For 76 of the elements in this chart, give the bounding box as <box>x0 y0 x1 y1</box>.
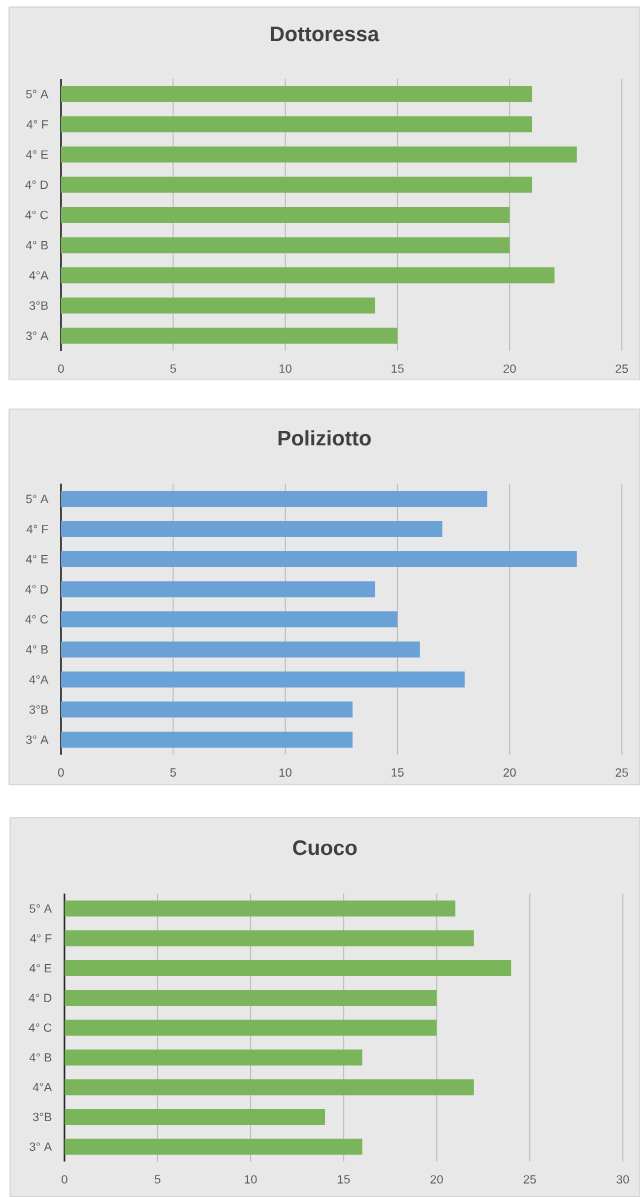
y-tick-label: 5° A <box>29 904 52 913</box>
y-tick-label: 4° C <box>28 1023 52 1032</box>
y-tick-label: 3° A <box>26 331 49 341</box>
bar <box>60 237 510 254</box>
bar <box>60 671 465 688</box>
y-tick-label: 4° B <box>25 645 48 654</box>
x-tick-label: 15 <box>337 1175 350 1184</box>
bar <box>64 1079 474 1096</box>
bar <box>60 611 398 628</box>
x-tick-label: 25 <box>615 364 628 373</box>
y-tick-label: 4°A <box>32 1083 52 1092</box>
bar <box>64 1049 363 1066</box>
x-tick-label: 0 <box>58 364 64 373</box>
y-tick-label: 3° A <box>26 735 49 744</box>
x-tick-label: 15 <box>391 364 404 373</box>
y-tick-label: 4° F <box>26 524 48 534</box>
y-tick-label: 3°B <box>29 705 48 714</box>
y-tick-label: 4° F <box>30 934 52 943</box>
bar <box>60 327 398 344</box>
y-tick-label: 4° D <box>28 993 52 1003</box>
bar <box>60 146 577 163</box>
x-tick-label: 5 <box>170 364 176 373</box>
y-tick-label: 4° B <box>25 240 48 250</box>
x-tick-label: 5 <box>170 768 176 777</box>
bar <box>60 521 443 537</box>
bar <box>64 989 437 1006</box>
bar <box>64 930 474 947</box>
y-tick-label: 4° C <box>25 615 48 624</box>
x-tick-label: 20 <box>430 1175 443 1184</box>
y-tick-label: 4°A <box>29 271 49 280</box>
bar <box>64 1138 363 1155</box>
chart-title: Cuoco <box>293 840 357 856</box>
chart-title: Poliziotto <box>278 430 371 446</box>
x-tick-label: 10 <box>279 364 292 373</box>
y-tick-label: 4° F <box>26 120 48 129</box>
bar <box>60 86 532 103</box>
y-tick-label: 4° D <box>25 585 48 594</box>
bar <box>64 960 512 977</box>
bar <box>64 900 456 917</box>
y-tick-label: 4° E <box>25 150 48 159</box>
x-tick-label: 0 <box>58 768 64 777</box>
y-tick-label: 3°B <box>32 1112 52 1122</box>
x-tick-label: 10 <box>279 768 292 777</box>
x-tick-label: 15 <box>391 768 404 777</box>
x-tick-label: 25 <box>615 768 628 777</box>
bar <box>60 176 532 193</box>
y-tick-label: 4°A <box>29 675 49 684</box>
chart-title: Dottoressa <box>270 26 380 42</box>
x-tick-label: 20 <box>503 768 516 777</box>
x-tick-label: 10 <box>244 1175 257 1184</box>
y-tick-label: 3°B <box>29 301 48 310</box>
x-tick-label: 0 <box>61 1175 68 1184</box>
bar <box>60 297 375 314</box>
y-tick-label: 3° A <box>29 1142 52 1151</box>
bar <box>60 116 532 133</box>
bar <box>60 551 577 568</box>
y-tick-label: 5° A <box>26 89 49 99</box>
bar <box>60 267 555 284</box>
y-tick-label: 5° A <box>26 494 49 504</box>
bar <box>60 701 353 718</box>
y-tick-label: 4° D <box>25 180 48 189</box>
y-tick-label: 4° E <box>29 963 52 973</box>
y-tick-label: 4° E <box>25 554 48 564</box>
bar <box>60 206 510 223</box>
x-tick-label: 25 <box>523 1175 536 1184</box>
bar <box>64 1108 325 1125</box>
y-tick-label: 4° C <box>25 210 48 220</box>
bar <box>60 641 420 658</box>
x-tick-label: 5 <box>154 1175 161 1184</box>
bar <box>64 1019 437 1036</box>
y-tick-label: 4° B <box>29 1053 52 1062</box>
x-tick-label: 20 <box>503 364 516 373</box>
bar <box>60 490 488 507</box>
x-tick-label: 30 <box>616 1175 629 1184</box>
bar <box>60 581 375 598</box>
bar <box>60 731 353 748</box>
